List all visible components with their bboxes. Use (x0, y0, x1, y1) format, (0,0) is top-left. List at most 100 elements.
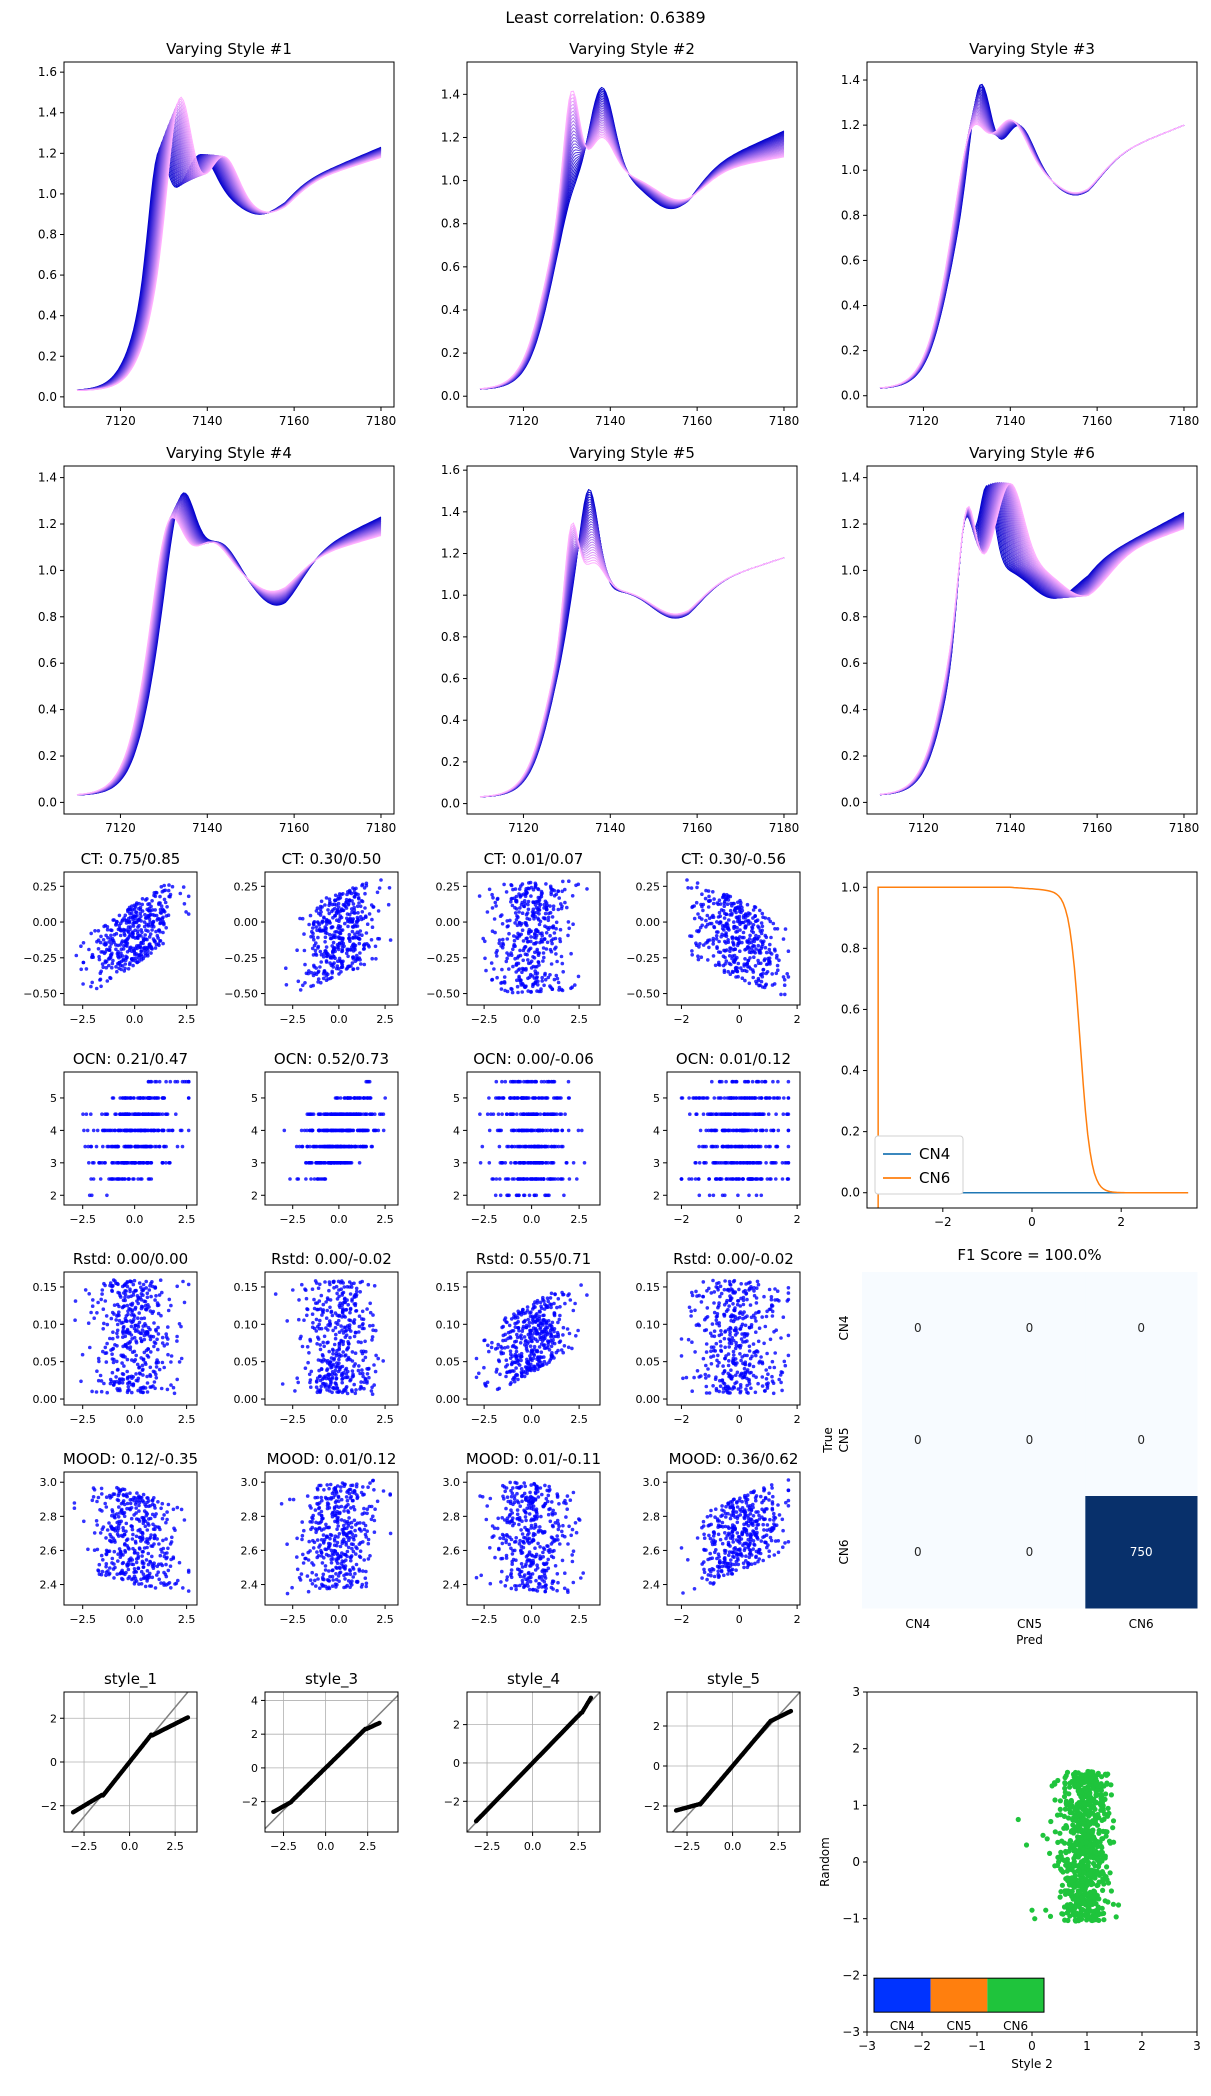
spectrum-lines (76, 96, 382, 391)
scatter-point (335, 1361, 339, 1365)
spectrum-line (76, 111, 382, 391)
scatter-point (95, 1311, 99, 1315)
scatter-point (743, 925, 748, 930)
scatter-point (707, 1193, 712, 1198)
spectrum-line (479, 499, 785, 798)
scatter-point (528, 929, 533, 934)
scatter-point (474, 1375, 479, 1380)
scatter-point (381, 1128, 386, 1133)
scatter-point (751, 1161, 756, 1165)
scatter-point (487, 1128, 492, 1133)
scatter-point (524, 936, 528, 941)
scatter-point (715, 920, 719, 924)
scatter-point (360, 1309, 365, 1314)
scatter-point (311, 1321, 315, 1325)
axes-frame (63, 61, 395, 408)
scatter-point (550, 941, 554, 946)
spectrum-line (479, 538, 785, 798)
scatter-point (328, 932, 332, 937)
scatter-point (318, 1343, 323, 1347)
scatter-point (94, 986, 99, 991)
scatter-point (332, 1358, 336, 1362)
scatter-point (154, 1079, 159, 1084)
scatter-point (178, 1128, 183, 1133)
y-tick-label: 0.2 (441, 755, 460, 769)
scatter-point (514, 894, 519, 899)
scatter-point (109, 928, 113, 932)
scatter-point (559, 1096, 563, 1100)
scatter-point (760, 911, 765, 916)
scatter-point (712, 897, 716, 901)
scatter-point (162, 897, 167, 902)
scatter-point (736, 1193, 740, 1198)
scatter-point (501, 937, 505, 942)
scatter-point (114, 923, 118, 927)
scatter-point (125, 937, 129, 941)
scatter-point (711, 954, 716, 958)
scatter-point (318, 1318, 322, 1323)
y-tick-label: 4 (50, 1124, 57, 1137)
scatter-point (474, 1356, 479, 1361)
scatter-point (315, 1342, 319, 1346)
scatter-point (321, 1302, 326, 1307)
scatter-point (157, 1079, 162, 1084)
scatter-point (120, 939, 125, 943)
scatter-point (324, 945, 329, 949)
scatter-point (117, 923, 122, 928)
scatter-point (158, 907, 163, 912)
scatter-point (321, 1340, 326, 1345)
scatter-point (549, 1128, 553, 1133)
scatter-point (512, 1369, 516, 1373)
scatter-point (97, 957, 102, 962)
scatter-point (733, 906, 738, 911)
scatter-point (529, 885, 534, 890)
scatter-point (360, 1368, 364, 1372)
scatter-point (164, 1332, 168, 1336)
scatter-point (154, 929, 158, 934)
scatter-point (130, 911, 134, 915)
scatter-point (157, 928, 161, 932)
scatter-point (492, 967, 496, 971)
scatter-point (732, 920, 736, 924)
scatter-point (143, 951, 147, 955)
scatter-point (540, 931, 544, 935)
scatter-point (760, 1128, 765, 1133)
scatter-point (567, 1177, 572, 1181)
scatter-point (153, 1144, 157, 1149)
scatter-point (81, 941, 86, 945)
axes-frame (866, 61, 1198, 408)
scatter-point (101, 1144, 105, 1149)
scatter-point (776, 1079, 780, 1084)
scatter-point (115, 1368, 120, 1372)
scatter-point (159, 1386, 164, 1391)
scatter-point (186, 894, 191, 899)
scatter-point (330, 1390, 334, 1395)
scatter-point (506, 924, 510, 928)
scatter-point (96, 1378, 101, 1383)
scatter-point (162, 1365, 166, 1370)
scatter-point (364, 1349, 368, 1354)
scatter-point (503, 1079, 508, 1084)
spectrum-line (76, 494, 382, 796)
spectrum-line (879, 482, 1185, 795)
scatter-point (181, 1279, 185, 1284)
scatter-point (544, 947, 549, 951)
panel-title: CT: 0.30/-0.56 (681, 850, 786, 868)
scatter-point (299, 1128, 304, 1133)
scatter-point (549, 887, 554, 892)
scatter-point (127, 1388, 131, 1392)
scatter-point (725, 902, 730, 906)
scatter-point (104, 965, 109, 970)
scatter-point (513, 911, 518, 915)
scatter-point (553, 936, 558, 941)
scatter-point (550, 915, 555, 919)
scatter-point (346, 903, 351, 907)
scatter-point (110, 1289, 114, 1293)
scatter-point (352, 1364, 356, 1368)
scatter-point (357, 1314, 362, 1318)
scatter-point (757, 934, 761, 939)
scatter-point (529, 1161, 533, 1165)
scatter-point (487, 1161, 492, 1165)
scatter-point (140, 1368, 145, 1372)
